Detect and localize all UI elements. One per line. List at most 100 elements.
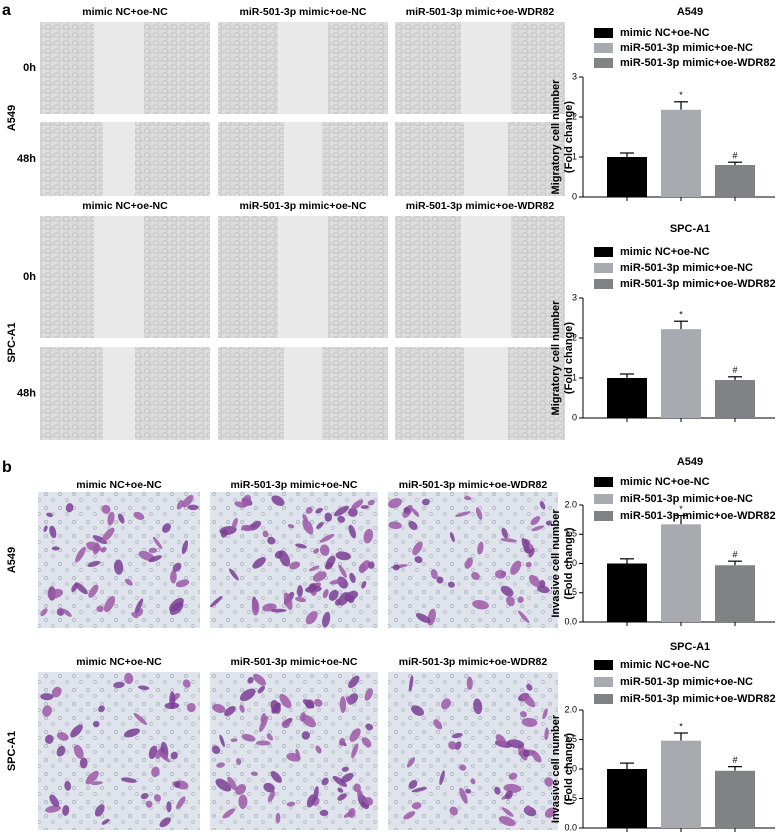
stained-cell (521, 538, 531, 554)
wound-gap (284, 347, 322, 440)
stained-cell (315, 745, 322, 754)
stained-cell (531, 525, 544, 532)
stained-cell (47, 588, 64, 599)
stained-cell (241, 733, 256, 742)
stained-cell (449, 532, 455, 543)
legend-label: miR-501-3p mimic+oe-WDR82 (620, 510, 776, 522)
stained-cell (88, 584, 99, 598)
stained-cell (312, 571, 327, 582)
stained-cell (415, 613, 431, 624)
stained-cell (239, 688, 256, 702)
stained-cell (120, 777, 137, 783)
bar (661, 329, 701, 418)
stained-cell (501, 527, 508, 539)
stained-cell (409, 675, 414, 692)
stained-cell (51, 546, 60, 551)
stained-cell (123, 728, 141, 738)
legend-label: mimic NC+oe-NC (620, 476, 710, 488)
stained-cell (270, 771, 282, 783)
stained-cell (87, 560, 101, 568)
bar (715, 565, 755, 622)
significance-mark: # (732, 365, 737, 375)
stained-cell (74, 582, 88, 595)
stained-cell (316, 521, 324, 530)
legend-label: miR-501-3p mimic+oe-WDR82 (620, 693, 776, 705)
legend-swatch (594, 247, 613, 257)
stained-cell (124, 672, 134, 685)
stained-cell (227, 776, 237, 791)
stained-cell (309, 565, 320, 572)
column-header: miR-501-3p mimic+oe-NC (231, 479, 358, 491)
stained-cell (252, 557, 266, 569)
bar (661, 524, 701, 622)
time-label: 48h (17, 387, 36, 399)
stained-cell (289, 561, 301, 570)
stained-cell (475, 507, 483, 520)
stained-cell (412, 541, 423, 556)
bar (715, 770, 755, 828)
panel-label: b (2, 459, 12, 476)
stained-cell (459, 787, 468, 804)
stained-cell (91, 781, 103, 786)
stained-cell (224, 705, 236, 717)
stained-cell (430, 569, 438, 580)
stained-cell (152, 536, 163, 550)
stained-cell (537, 585, 550, 594)
wound-gap (464, 122, 508, 196)
wound-gap (103, 347, 135, 440)
stained-cell (267, 790, 276, 802)
y-tick-label: 0.5 (564, 793, 577, 803)
stained-cell (349, 728, 361, 742)
stained-cell (544, 777, 554, 787)
stained-cell (172, 562, 182, 572)
stained-cell (519, 711, 527, 718)
significance-mark: * (679, 310, 683, 320)
stained-cell (335, 551, 352, 561)
stained-cell (216, 762, 225, 768)
y-axis-label: Invasive cell number (550, 714, 562, 823)
stained-cell (236, 758, 242, 766)
stained-cell (411, 787, 427, 793)
bar (607, 769, 647, 828)
stained-cell (411, 705, 424, 716)
stained-cell (473, 698, 483, 715)
legend-swatch (594, 694, 613, 704)
stained-cell (338, 737, 346, 746)
y-tick-label: 3 (572, 292, 577, 302)
legend-label: miR-501-3p mimic+oe-WDR82 (620, 278, 776, 290)
stained-cell (251, 599, 260, 616)
significance-mark: * (679, 504, 683, 514)
stained-cell (56, 732, 69, 741)
stained-cell (338, 592, 350, 606)
stained-cell (215, 778, 232, 792)
stained-cell (494, 569, 506, 579)
column-header: mimic NC+oe-NC (76, 656, 162, 668)
bar (661, 109, 701, 197)
y-axis-label: Migratory cell number (550, 79, 562, 195)
bar (607, 563, 647, 622)
stained-cell (477, 541, 484, 555)
stained-cell (328, 589, 339, 601)
stained-cell (302, 514, 308, 522)
stained-cell (348, 675, 360, 689)
stained-cell (250, 771, 258, 776)
legend-label: miR-501-3p mimic+oe-NC (620, 493, 753, 505)
stained-cell (463, 495, 472, 501)
stained-cell (343, 811, 354, 818)
stained-cell (40, 693, 54, 701)
stained-cell (238, 794, 248, 809)
stained-cell (447, 581, 455, 588)
stained-cell (521, 693, 536, 708)
stained-cell (411, 508, 420, 517)
stained-cell (232, 517, 238, 529)
stained-cell (365, 723, 374, 731)
stained-cell (361, 580, 367, 589)
stained-cell (271, 495, 285, 507)
legend-label: mimic NC+oe-NC (620, 246, 710, 258)
stained-cell (542, 708, 548, 720)
stained-cell (61, 608, 72, 617)
stained-cell (170, 569, 177, 584)
stained-cell (175, 579, 190, 588)
stained-cell (495, 734, 507, 747)
stained-cell (408, 780, 418, 789)
